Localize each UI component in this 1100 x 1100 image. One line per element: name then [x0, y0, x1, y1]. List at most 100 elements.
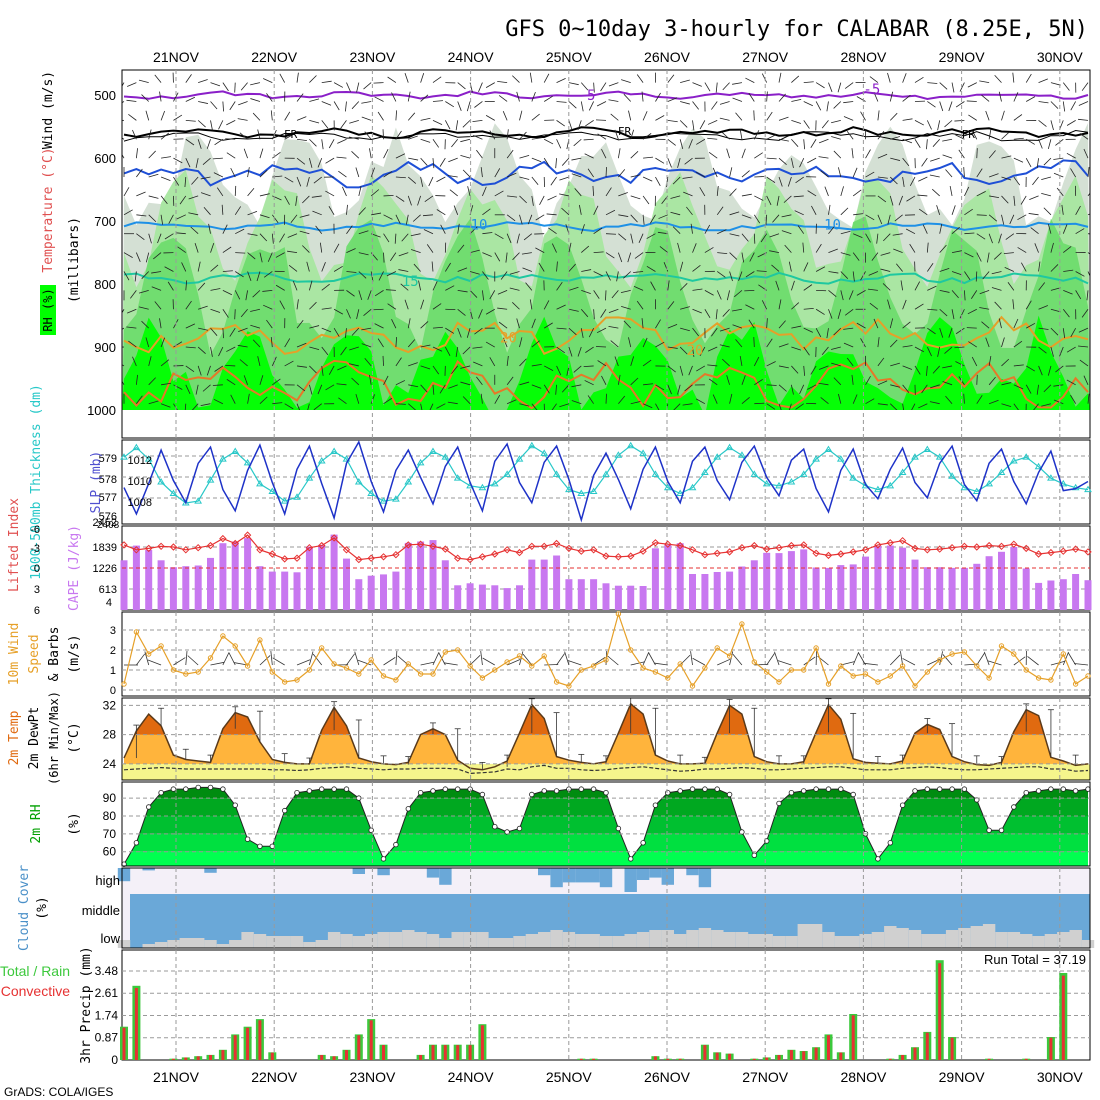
bottom-date-label: 23NOV — [349, 1069, 396, 1085]
isotherm-line — [123, 359, 1089, 410]
wind-barb — [439, 157, 446, 167]
wind-barb — [592, 185, 595, 196]
rh-point — [220, 786, 226, 792]
precip-conv-bar — [592, 1058, 596, 1060]
wind-barb — [420, 661, 435, 666]
wind-barb — [361, 327, 372, 331]
wind-barb — [391, 92, 397, 102]
li-point — [1034, 550, 1043, 558]
wind-barb — [173, 114, 183, 121]
wind-barb — [306, 176, 310, 187]
wind-barb — [252, 290, 261, 298]
wind-barb — [333, 243, 340, 253]
bottom-date-label: 30NOV — [1037, 1069, 1084, 1085]
wind-barb — [642, 133, 652, 140]
wind-barb — [391, 318, 397, 329]
rh-point — [492, 824, 498, 830]
thickness-point — [577, 489, 586, 496]
wind-barb — [865, 375, 871, 386]
wind-barb — [909, 176, 916, 187]
wind-barb — [696, 365, 706, 372]
wind-barb — [976, 148, 978, 159]
wind-barb — [509, 271, 520, 275]
wind-barb — [544, 138, 554, 145]
wind-barb — [1025, 73, 1032, 83]
wind-barb — [234, 185, 237, 196]
wind-barb — [519, 651, 524, 666]
wind-barb — [295, 195, 298, 206]
rh-point — [751, 852, 757, 858]
wind-barb — [358, 207, 366, 216]
wind-barb — [930, 384, 940, 389]
cape-axis-label: CAPE (J/kg) — [67, 525, 82, 611]
wind-barb — [168, 214, 174, 224]
wind-barb — [555, 384, 557, 395]
wind-barb — [382, 129, 384, 140]
wind-barb — [135, 252, 141, 262]
wind-barb — [136, 168, 143, 178]
cape-bar — [1072, 574, 1080, 610]
wind-barb — [853, 233, 863, 238]
wind-barb — [911, 403, 916, 410]
cape-bar — [1084, 580, 1092, 610]
wind-barb — [939, 223, 943, 234]
wind-barb — [340, 346, 347, 356]
wind-barb — [296, 93, 304, 102]
wind-barb — [880, 268, 891, 272]
wind-barb — [405, 214, 409, 225]
wind-barb — [453, 205, 459, 215]
cloud-low-bar — [488, 938, 501, 948]
wind-barb — [655, 157, 665, 164]
wind-barb — [457, 308, 466, 316]
wind-barb — [951, 290, 959, 299]
thickness-point — [886, 481, 895, 489]
wind-barb — [259, 169, 268, 178]
wind-barb — [383, 657, 396, 666]
isotherm-line — [123, 126, 1089, 140]
wind-barb — [788, 261, 792, 272]
wind-barb — [432, 281, 438, 291]
cape-bar — [713, 572, 721, 610]
wind-barb — [791, 75, 800, 83]
cape-bar — [651, 548, 659, 610]
thickness-point — [305, 474, 314, 481]
wind-barb — [312, 210, 322, 216]
wind-barb — [732, 324, 743, 329]
wind-barb — [917, 194, 928, 197]
precip-conv-bar — [839, 1052, 843, 1060]
wind-barb — [418, 280, 422, 291]
wind-barb — [423, 229, 434, 235]
thickness-point — [1022, 453, 1031, 460]
wind-barb — [439, 384, 446, 394]
bottom-date-label: 21NOV — [153, 1069, 200, 1085]
thickness-point — [478, 483, 487, 491]
wind-barb — [222, 652, 230, 666]
cloud-low-bar — [822, 932, 835, 948]
wind-barb — [556, 139, 562, 149]
wind-barb — [964, 208, 973, 216]
wind-speed-point — [207, 655, 214, 661]
wind-barb — [787, 176, 792, 187]
wind-barb — [860, 111, 866, 121]
wind-barb — [340, 120, 347, 129]
wind-barb — [778, 299, 782, 310]
wind-barb — [712, 394, 718, 404]
li-point — [565, 544, 573, 553]
wind-barb — [667, 138, 676, 146]
thickness-point — [836, 455, 845, 462]
precip-conv-bar — [728, 1053, 732, 1060]
wind-barb — [1050, 287, 1061, 291]
wind-barb — [580, 308, 589, 318]
precip-conv-bar — [480, 1025, 484, 1060]
wind-barb — [432, 652, 440, 666]
wind-barb — [497, 290, 508, 295]
wind-barb — [525, 282, 533, 291]
wind-barb — [939, 82, 948, 90]
wind-barb — [302, 195, 310, 204]
temp-tick-label: 28 — [103, 728, 117, 742]
wind-barb — [853, 213, 864, 216]
cloud-low-bar — [748, 934, 761, 948]
thickness-tick-label: 576 — [99, 511, 117, 523]
wind-speed-point — [195, 669, 201, 675]
wind-barb — [284, 195, 290, 205]
